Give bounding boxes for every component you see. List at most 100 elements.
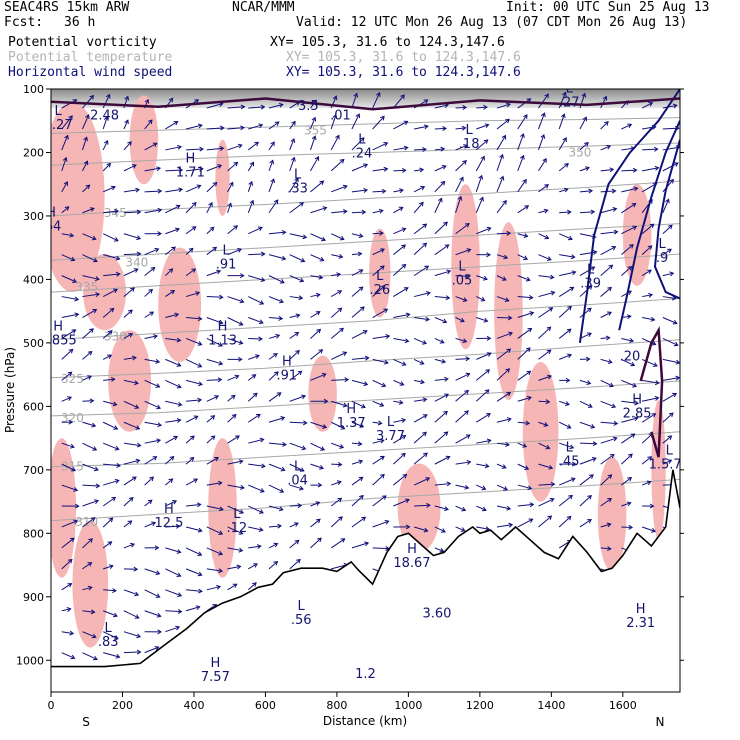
wind-arrow [268, 392, 282, 402]
wind-arrow [517, 233, 528, 237]
wind-arrow [393, 228, 406, 235]
wind-arrow-head [298, 485, 304, 491]
wind-arrow [621, 358, 635, 366]
wind-arrow-head [210, 415, 216, 420]
x-end-label-north: N [656, 715, 665, 729]
theta-contour-330 [51, 298, 680, 341]
wind-arrow-head [546, 326, 552, 332]
wind-arrow [123, 631, 141, 638]
wind-arrow-head [606, 144, 612, 150]
wind-arrow-head [255, 354, 260, 359]
wind-arrow-head [208, 201, 213, 207]
wind-arrow [289, 350, 300, 360]
wind-arrow [476, 106, 487, 109]
wind-arrow-head [550, 290, 556, 296]
wind-arrow [310, 442, 325, 451]
wind-arrow-head [259, 300, 265, 305]
wind-arrow-head [499, 175, 505, 181]
wind-arrow-head [177, 144, 182, 150]
wind-arrow-head [506, 505, 512, 511]
wind-arrow [310, 156, 319, 172]
wind-arrow-head [154, 646, 160, 651]
extremum-value: 2.31 [626, 616, 655, 631]
wind-arrow-head [168, 97, 174, 103]
wind-arrow [393, 419, 406, 423]
extremum-value: .26 [369, 283, 390, 298]
wind-arrow-head [88, 538, 93, 543]
wind-arrow [579, 442, 597, 445]
wind-arrow-head [69, 537, 75, 543]
wind-arrow-head [571, 461, 577, 467]
wind-arrow-head [279, 279, 285, 284]
wind-arrow-head [581, 92, 587, 98]
wind-arrow-head [441, 358, 447, 364]
wind-arrow [372, 400, 384, 407]
wind-arrow [144, 142, 158, 151]
wind-arrow [206, 435, 216, 444]
wind-arrow [248, 275, 265, 282]
wind-arrow [600, 264, 613, 276]
wind-arrow [351, 379, 368, 385]
wind-arrow [621, 379, 637, 387]
wind-arrow-head [403, 120, 409, 126]
wind-arrow-head [155, 383, 161, 388]
extremum-value: .01 [330, 108, 351, 123]
wind-arrow [538, 326, 551, 339]
wind-arrow-head [565, 377, 571, 383]
wind-arrow [206, 457, 219, 465]
wind-arrow [372, 439, 384, 444]
wind-arrow [372, 474, 385, 486]
wind-arrow [662, 199, 670, 213]
wind-arrow-head [155, 593, 161, 598]
wind-arrow-head [260, 104, 266, 110]
wind-arrow-head [499, 153, 504, 159]
x-tick-label: 600 [255, 699, 276, 712]
wind-arrow [662, 104, 677, 109]
wind-arrow-head [116, 462, 122, 468]
extremum-type: L [105, 621, 113, 636]
wind-arrow-head [463, 144, 469, 149]
wind-arrow-head [587, 332, 592, 337]
wind-arrow [517, 205, 529, 214]
wind-arrow [392, 94, 405, 109]
wind-arrow [227, 296, 244, 303]
wind-arrow [165, 146, 182, 151]
wind-arrow-head [486, 252, 491, 258]
wind-arrow-head [134, 404, 140, 409]
wind-arrow [600, 523, 611, 528]
wind-arrow [517, 328, 532, 339]
wind-arrow [82, 652, 98, 660]
wind-arrow-head [508, 522, 514, 528]
wind-arrow-head [570, 477, 576, 482]
wind-arrow-head [273, 542, 279, 548]
wind-arrow-head [462, 105, 468, 111]
wind-arrow-head [218, 342, 223, 347]
wind-arrow [227, 395, 236, 402]
wind-arrow-head [83, 160, 89, 166]
wind-arrow-head [273, 560, 279, 566]
wind-arrow [268, 463, 285, 471]
wind-arrow-head [217, 377, 223, 383]
wind-arrow [123, 211, 141, 214]
wind-arrow-head [591, 457, 597, 462]
wind-arrow-head [480, 296, 486, 302]
wind-arrow-head [569, 444, 575, 450]
extremum-type: L [466, 123, 474, 138]
wind-arrow-head [607, 311, 612, 316]
wind-arrow [372, 308, 388, 318]
wind-arrow [641, 456, 652, 465]
wind-arrow-head [149, 476, 155, 482]
wind-arrow [641, 269, 652, 277]
wind-arrow [248, 563, 258, 570]
wind-arrow [538, 349, 551, 360]
wind-arrow-head [383, 142, 389, 147]
wind-arrow [144, 522, 156, 528]
wind-arrow [227, 583, 237, 591]
wind-arrow-head [156, 166, 162, 172]
wind-arrow-head [218, 319, 224, 325]
wind-arrow-head [549, 274, 555, 280]
wind-arrow-head [317, 482, 323, 488]
wind-arrow [517, 518, 533, 528]
wind-arrow-head [337, 307, 343, 313]
extremum-value: 9.855 [40, 334, 77, 349]
